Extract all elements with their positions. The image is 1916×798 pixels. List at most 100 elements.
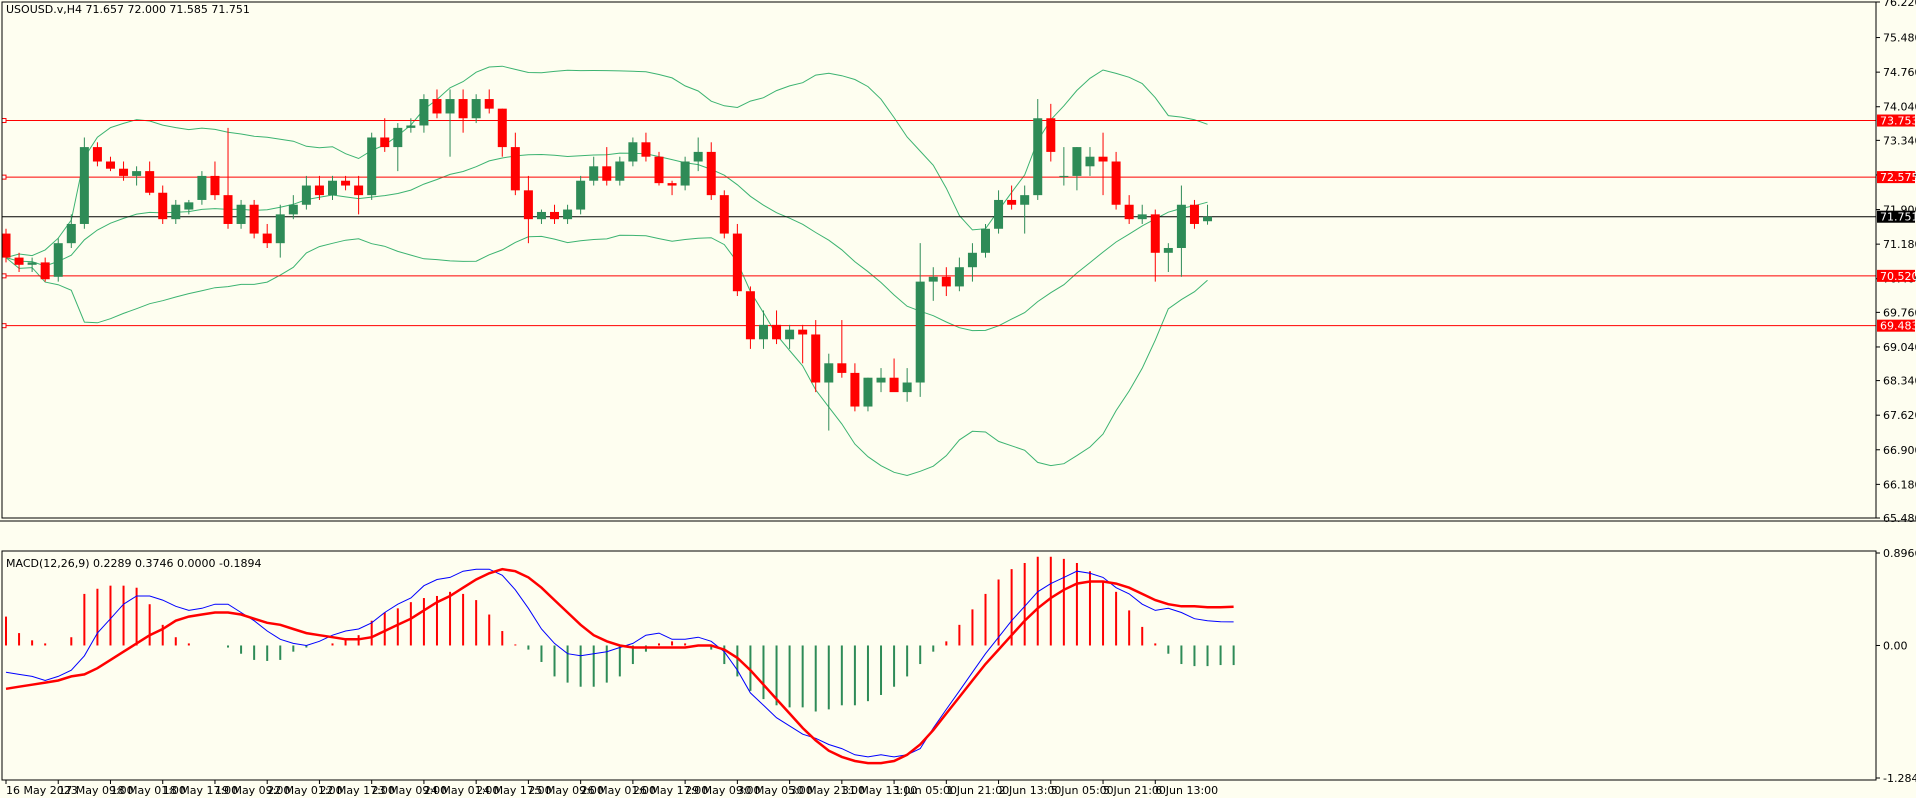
candle[interactable] <box>772 310 782 345</box>
candle[interactable] <box>249 199 259 239</box>
candle[interactable] <box>1176 185 1186 277</box>
candle[interactable] <box>1163 243 1173 273</box>
candle[interactable] <box>27 257 37 273</box>
macd-pane[interactable] <box>5 556 1235 765</box>
candle[interactable] <box>1111 151 1121 210</box>
candle[interactable] <box>105 156 115 172</box>
candle[interactable] <box>602 147 612 186</box>
candle[interactable] <box>967 243 977 282</box>
candle[interactable] <box>1072 147 1082 191</box>
candle[interactable] <box>406 118 416 133</box>
candle[interactable] <box>66 214 76 248</box>
candle[interactable] <box>314 175 324 200</box>
candle[interactable] <box>432 89 442 119</box>
candle[interactable] <box>850 363 860 412</box>
candle[interactable] <box>458 89 468 133</box>
candle[interactable] <box>954 257 964 292</box>
candle[interactable] <box>680 156 690 191</box>
candle[interactable] <box>928 267 938 301</box>
candle[interactable] <box>288 195 298 220</box>
level-handle[interactable] <box>1 118 7 124</box>
candle[interactable] <box>92 142 102 167</box>
candle[interactable] <box>811 320 821 393</box>
candle[interactable] <box>53 238 63 282</box>
candle[interactable] <box>1085 147 1095 176</box>
candle[interactable] <box>837 320 847 378</box>
candle[interactable] <box>876 368 886 393</box>
candle[interactable] <box>393 123 403 172</box>
candle[interactable] <box>785 324 795 349</box>
level-handle[interactable] <box>1 174 7 180</box>
candle[interactable] <box>824 353 834 431</box>
candle[interactable] <box>184 199 194 215</box>
candle[interactable] <box>667 180 677 196</box>
candle[interactable] <box>994 190 1004 234</box>
candle[interactable] <box>158 185 168 224</box>
candle[interactable] <box>693 137 703 172</box>
candle[interactable] <box>550 204 560 224</box>
candle[interactable] <box>1046 103 1056 162</box>
candle[interactable] <box>210 161 220 200</box>
candle[interactable] <box>941 267 951 297</box>
price-pane[interactable] <box>1 65 1877 477</box>
candle[interactable] <box>1033 99 1043 200</box>
candle[interactable] <box>1059 147 1069 186</box>
candle[interactable] <box>471 94 481 124</box>
candle[interactable] <box>236 199 246 229</box>
candle[interactable] <box>654 151 664 186</box>
candle[interactable] <box>1203 204 1213 225</box>
candle[interactable] <box>419 94 429 133</box>
candle[interactable] <box>1 228 11 263</box>
level-handle[interactable] <box>1 323 7 329</box>
candle[interactable] <box>1150 209 1160 282</box>
candle[interactable] <box>889 358 899 393</box>
candle[interactable] <box>589 156 599 186</box>
candle[interactable] <box>706 142 716 200</box>
candle[interactable] <box>1189 199 1199 229</box>
candle[interactable] <box>354 175 364 215</box>
candle[interactable] <box>536 209 546 224</box>
candle[interactable] <box>758 310 768 349</box>
candle[interactable] <box>641 132 651 162</box>
candle[interactable] <box>484 89 494 114</box>
candle[interactable] <box>510 132 520 196</box>
candle[interactable] <box>523 175 533 244</box>
candle[interactable] <box>1098 132 1108 196</box>
candle[interactable] <box>14 252 24 273</box>
candle[interactable] <box>563 204 573 224</box>
candle[interactable] <box>341 175 351 191</box>
candle[interactable] <box>380 118 390 152</box>
candle[interactable] <box>863 377 873 412</box>
candle[interactable] <box>79 137 89 229</box>
candle[interactable] <box>328 175 337 200</box>
candle[interactable] <box>145 161 155 196</box>
candle[interactable] <box>197 171 207 205</box>
candle[interactable] <box>119 161 129 181</box>
candle[interactable] <box>1137 204 1147 224</box>
candle[interactable] <box>40 257 50 282</box>
candle[interactable] <box>223 127 233 229</box>
candle[interactable] <box>1020 185 1030 234</box>
candle[interactable] <box>262 223 272 248</box>
candle[interactable] <box>719 190 729 239</box>
candle[interactable] <box>301 175 311 210</box>
candle[interactable] <box>1007 185 1017 210</box>
candle[interactable] <box>497 108 507 157</box>
level-handle[interactable] <box>1 273 7 279</box>
candle[interactable] <box>628 137 638 167</box>
candle[interactable] <box>745 286 755 349</box>
candle[interactable] <box>915 243 925 397</box>
candle[interactable] <box>798 324 808 364</box>
candle[interactable] <box>732 223 742 297</box>
candle[interactable] <box>576 175 586 215</box>
candle[interactable] <box>445 89 455 157</box>
candle[interactable] <box>1124 195 1134 224</box>
candle[interactable] <box>981 223 990 258</box>
candle[interactable] <box>132 166 142 186</box>
candle[interactable] <box>902 368 912 402</box>
candle[interactable] <box>171 199 181 224</box>
candle[interactable] <box>275 204 285 258</box>
candle[interactable] <box>367 132 377 200</box>
candle[interactable] <box>615 156 625 186</box>
